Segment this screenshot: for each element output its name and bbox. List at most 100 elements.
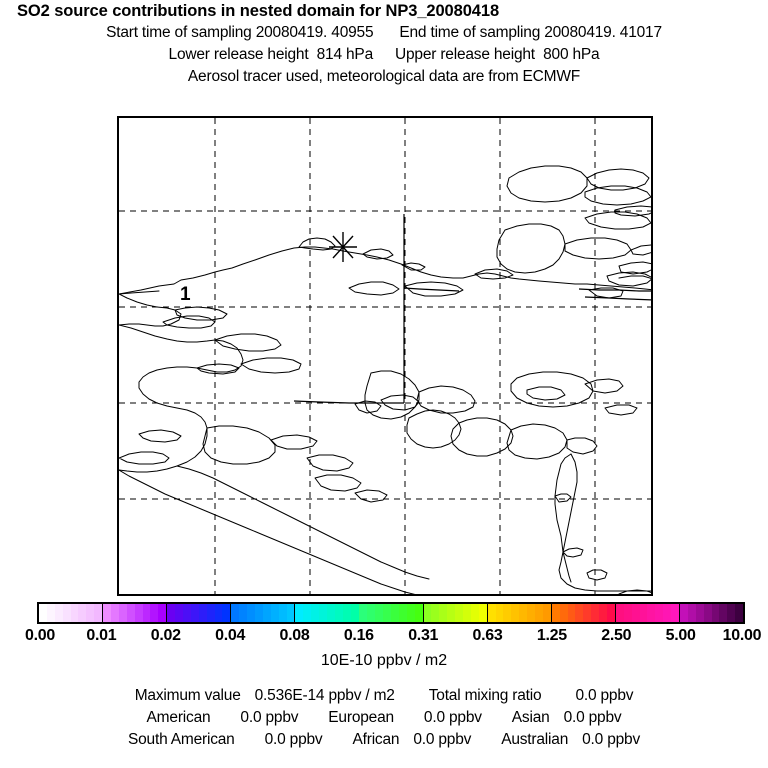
map-plot-area[interactable]: 1 [117, 116, 653, 596]
coastline-us-west [450, 417, 651, 594]
coastline-alaska-south [119, 425, 430, 594]
colorbar-step [142, 604, 151, 622]
colorbar-step [222, 604, 231, 622]
colorbar-axis-label: 10E-10 ppbv / m2 [320, 652, 448, 669]
end-time-label: End time of sampling 20080419. 41017 [399, 24, 662, 41]
region-value-african: 0.0 ppbv [413, 731, 472, 748]
colorbar-step [367, 604, 376, 622]
spacer [541, 685, 575, 707]
colorbar-tick-10: 5.00 [665, 627, 696, 644]
page-title: SO2 source contributions in nested domai… [17, 2, 500, 20]
colorbar-step [398, 604, 407, 622]
colorbar-tick-3: 0.04 [215, 627, 246, 644]
colorbar-step [695, 604, 704, 622]
colorbar-step [735, 604, 744, 622]
colorbar-step [118, 604, 127, 622]
colorbar-tick-0: 0.00 [25, 627, 55, 644]
colorbar-step [455, 604, 464, 622]
region-label-asian: Asian [511, 709, 550, 726]
total-mixing-ratio-value: 0.0 ppbv [575, 687, 634, 704]
colorbar-step [470, 604, 479, 622]
colorbar-step [639, 604, 648, 622]
colorbar-step [46, 604, 55, 622]
spacer [482, 707, 512, 729]
spacer [373, 44, 395, 66]
colorbar-step [495, 604, 504, 622]
max-value-row: Maximum value 0.536E-14 ppbv / m2 Total … [0, 685, 768, 707]
colorbar-step [110, 604, 119, 622]
colorbar-tick-5: 0.16 [343, 627, 374, 644]
colorbar-step [254, 604, 263, 622]
spacer [210, 707, 240, 729]
colorbar-step [278, 604, 287, 622]
colorbar-step [350, 604, 359, 622]
lower-release-height-label: Lower release height 814 hPa [168, 46, 374, 63]
colorbar-tick-labels: 0.00 0.01 0.02 0.04 0.08 0.16 0.31 0.63 1.25 2.50… [0, 626, 768, 648]
colorbar-step [623, 604, 632, 622]
spacer [322, 729, 352, 751]
colorbar-step [527, 604, 535, 622]
spacer [394, 707, 424, 729]
colorbar-step [711, 604, 720, 622]
colorbar-step [375, 604, 384, 622]
colorbar-step [591, 604, 600, 622]
colorbar-step [206, 604, 215, 622]
colorbar-step [391, 604, 399, 622]
colorbar-step [326, 604, 335, 622]
colorbar-step [687, 604, 696, 622]
colorbar-step [150, 604, 159, 622]
political-border-us-canada [293, 287, 651, 404]
colorbar-step [719, 604, 728, 622]
colorbar-step [423, 604, 432, 622]
colorbar-step [663, 604, 672, 622]
colorbar-step [342, 604, 351, 622]
colorbar-tick-11: 10.00 [722, 627, 762, 644]
start-time-label: Start time of sampling 20080419. 40955 [106, 24, 374, 41]
coastline-alaska-west [119, 293, 302, 473]
colorbar-step [431, 604, 440, 622]
colorbar-step [503, 604, 512, 622]
colorbar-step [615, 604, 624, 622]
colorbar-step [671, 604, 679, 622]
spacer [550, 707, 564, 729]
tracer-note-label: Aerosol tracer used, meteorological data… [187, 68, 581, 85]
region-value-american: 0.0 ppbv [240, 709, 299, 726]
region-value-asian: 0.0 ppbv [563, 709, 622, 726]
colorbar-step [559, 604, 568, 622]
release-height-row: Lower release height 814 hPa Upper relea… [0, 44, 768, 66]
colorbar[interactable] [37, 602, 745, 624]
colorbar-step [190, 604, 199, 622]
colorbar-step [311, 604, 320, 622]
sampling-time-row: Start time of sampling 20080419. 40955 E… [0, 22, 768, 44]
colorbar-step [478, 604, 487, 622]
colorbar-step [703, 604, 712, 622]
colorbar-band-4 [295, 604, 360, 622]
colorbar-step [727, 604, 736, 622]
coastline-arctic [119, 237, 651, 295]
colorbar-container [37, 602, 745, 624]
colorbar-tick-2: 0.02 [150, 627, 181, 644]
coastline-alaska-interior [174, 306, 240, 375]
upper-release-height-label: Upper release height 800 hPa [395, 46, 600, 63]
colorbar-step [575, 604, 584, 622]
colorbar-step [599, 604, 607, 622]
colorbar-step [134, 604, 143, 622]
region-value-european: 0.0 ppbv [423, 709, 482, 726]
region-value-australian: 0.0 ppbv [582, 731, 641, 748]
colorbar-band-3 [231, 604, 296, 622]
colorbar-step [198, 604, 207, 622]
colorbar-band-10 [679, 604, 744, 622]
colorbar-step [86, 604, 95, 622]
region-label-australian: Australian [501, 731, 569, 748]
colorbar-step [214, 604, 223, 622]
colorbar-step [535, 604, 543, 622]
colorbar-step [94, 604, 103, 622]
spacer [395, 685, 429, 707]
colorbar-step [175, 604, 183, 622]
colorbar-step [359, 604, 368, 622]
colorbar-tick-7: 0.63 [472, 627, 503, 644]
colorbar-band-9 [615, 604, 680, 622]
colorbar-step [519, 604, 528, 622]
colorbar-step [551, 604, 560, 622]
colorbar-band-5 [359, 604, 424, 622]
